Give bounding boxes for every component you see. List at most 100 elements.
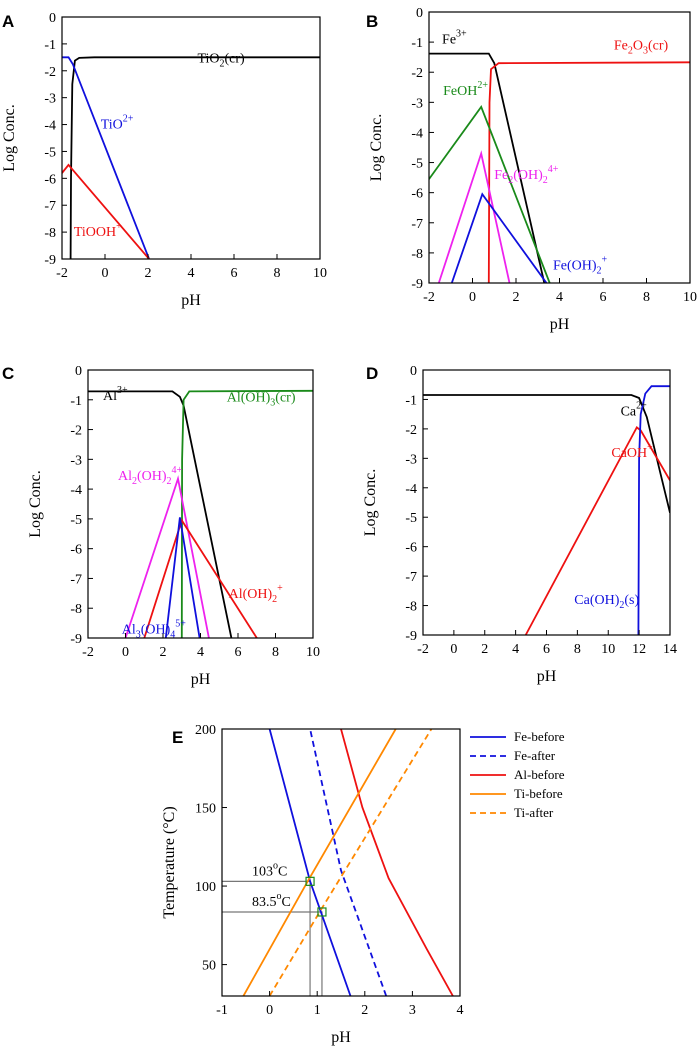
series-line-ca2-: [423, 394, 670, 514]
y-axis-label: Log Conc.: [362, 469, 379, 537]
y-tick-label: -1: [411, 36, 423, 51]
x-tick-label: 0: [102, 266, 109, 281]
y-tick-label: -9: [405, 629, 417, 644]
x-tick-label: -2: [56, 266, 68, 281]
panel-letter: A: [2, 12, 14, 31]
series-line-ti-after: [268, 729, 433, 996]
series-annotation: Al2(OH)24+: [118, 465, 183, 487]
x-tick-label: 4: [188, 266, 195, 281]
y-tick-label: -4: [44, 119, 56, 134]
y-tick-label: -1: [44, 38, 56, 53]
x-tick-label: 6: [543, 642, 550, 657]
x-tick-label: 3: [409, 1003, 416, 1018]
y-tick-label: -4: [70, 483, 82, 498]
x-axis-label: pH: [181, 292, 201, 309]
chart-panel-e: E -1 0 1 2 3 4 50 100 150 200 pH Temperature (°C) 103…: [161, 723, 565, 1046]
x-axis-label: pH: [331, 1029, 351, 1046]
x-tick-label: 10: [683, 290, 697, 305]
x-tick-label: 6: [600, 290, 607, 305]
panel-letter: D: [366, 364, 378, 383]
x-tick-label: 2: [145, 266, 152, 281]
series-annotation: Fe2O3(cr): [614, 39, 669, 57]
y-tick-label: -7: [405, 570, 417, 585]
plot-frame: [61, 16, 321, 260]
y-tick-label: -5: [44, 145, 56, 160]
y-tick-label: -9: [44, 253, 56, 268]
y-tick-label: -3: [70, 453, 82, 468]
series-line-ti-before: [242, 729, 397, 996]
y-tick-label: -7: [411, 217, 423, 232]
x-tick-label: 0: [122, 645, 129, 660]
x-tick-label: 10: [313, 266, 327, 281]
x-axis-label: pH: [191, 671, 211, 688]
y-tick-label: -5: [405, 511, 417, 526]
x-tick-label: 8: [574, 642, 581, 657]
reference-line: [222, 911, 323, 996]
plot-frame: [221, 728, 461, 997]
series-line-fe3-: [429, 52, 546, 283]
y-tick-label: -2: [44, 65, 56, 80]
x-tick-label: 8: [272, 645, 279, 660]
y-tick-label: -2: [411, 66, 423, 81]
series-group: [62, 56, 320, 259]
series-annotation: Fe2(OH)24+: [494, 164, 559, 186]
series-line-fe-before: [268, 729, 352, 996]
y-tick-label: 50: [202, 959, 216, 974]
series-line-tio2-: [62, 56, 150, 259]
series-line-caoh-: [524, 426, 670, 635]
chart-panel-b: B -2 0 2 4 6 8 10 -9 -8 -7 -6 -5 -4 -3 -2 -1 0 pH Log Conc.…: [366, 6, 697, 333]
y-tick-label: -7: [70, 572, 82, 587]
series-annotation: Ca2+: [621, 401, 648, 420]
panel-letter: E: [172, 728, 183, 747]
chart-panel-c: C -2 0 2 4 6 8 10 -9 -8 -7 -6 -5 -4 -3 -2 -1 0 pH Log Conc.…: [2, 364, 320, 688]
y-tick-label: -3: [411, 96, 423, 111]
series-annotation: Ca(OH)2(s): [574, 593, 639, 611]
series-line-tiooh-: [62, 163, 150, 259]
y-tick-label: 0: [416, 6, 423, 21]
x-axis-label: pH: [550, 316, 570, 333]
legend-entry: Al-before: [514, 767, 565, 782]
legend-entry: Fe-before: [514, 729, 565, 744]
y-tick-label: -3: [405, 452, 417, 467]
y-tick-label: -1: [405, 393, 417, 408]
y-tick-label: -2: [70, 424, 82, 439]
series-annotation: Al(OH)3(cr): [227, 390, 296, 408]
temperature-label: 103oC: [252, 860, 287, 879]
x-axis-label: pH: [537, 668, 557, 685]
legend-entry: Ti-after: [514, 805, 554, 820]
y-tick-label: -6: [44, 172, 56, 187]
x-tick-label: 8: [274, 266, 281, 281]
intersection-marker: [305, 876, 315, 886]
chart-panel-a: A -2 0 2 4 6 8 10 -9 -8 -7 -6 -5 -4 -3 -2 -1 0 pH Log Conc.…: [1, 11, 327, 309]
series-line-al3-: [88, 390, 233, 638]
y-tick-label: -4: [405, 482, 417, 497]
series-annotation: CaOH+: [611, 442, 653, 461]
x-tick-label: 0: [266, 1003, 273, 1018]
y-tick-label: -6: [405, 541, 417, 556]
legend-entry: Ti-before: [514, 786, 563, 801]
series-annotation: Fe3+: [442, 29, 467, 48]
series-line-fe-after: [309, 729, 388, 996]
y-tick-label: -8: [44, 226, 56, 241]
x-tick-label: -1: [216, 1003, 228, 1018]
series-line-al-before: [340, 729, 454, 996]
y-tick-label: 0: [49, 11, 56, 26]
x-tick-label: 4: [197, 645, 204, 660]
series-group: [88, 389, 313, 638]
chart-panel-d: D -2 0 2 4 6 8 10 12 14 -9 -8 -7 -6 -5 -4 -3 -2 -1 0 pH Log C…: [362, 364, 677, 685]
series-annotation: Al3+: [103, 385, 128, 404]
series-annotation: Fe(OH)2+: [553, 254, 608, 276]
x-tick-label: 4: [457, 1003, 464, 1018]
y-axis-label: Log Conc.: [368, 114, 385, 182]
series-annotation: TiOOH+: [74, 221, 122, 240]
x-tick-label: 14: [663, 642, 677, 657]
x-tick-label: 12: [632, 642, 646, 657]
x-tick-label: -2: [423, 290, 435, 305]
y-tick-label: -9: [70, 632, 82, 647]
series-group: [242, 729, 454, 996]
temperature-label: 83.5oC: [252, 891, 291, 910]
intersection-marker: [317, 907, 327, 917]
y-tick-label: -6: [411, 187, 423, 202]
y-tick-label: 150: [195, 802, 216, 817]
